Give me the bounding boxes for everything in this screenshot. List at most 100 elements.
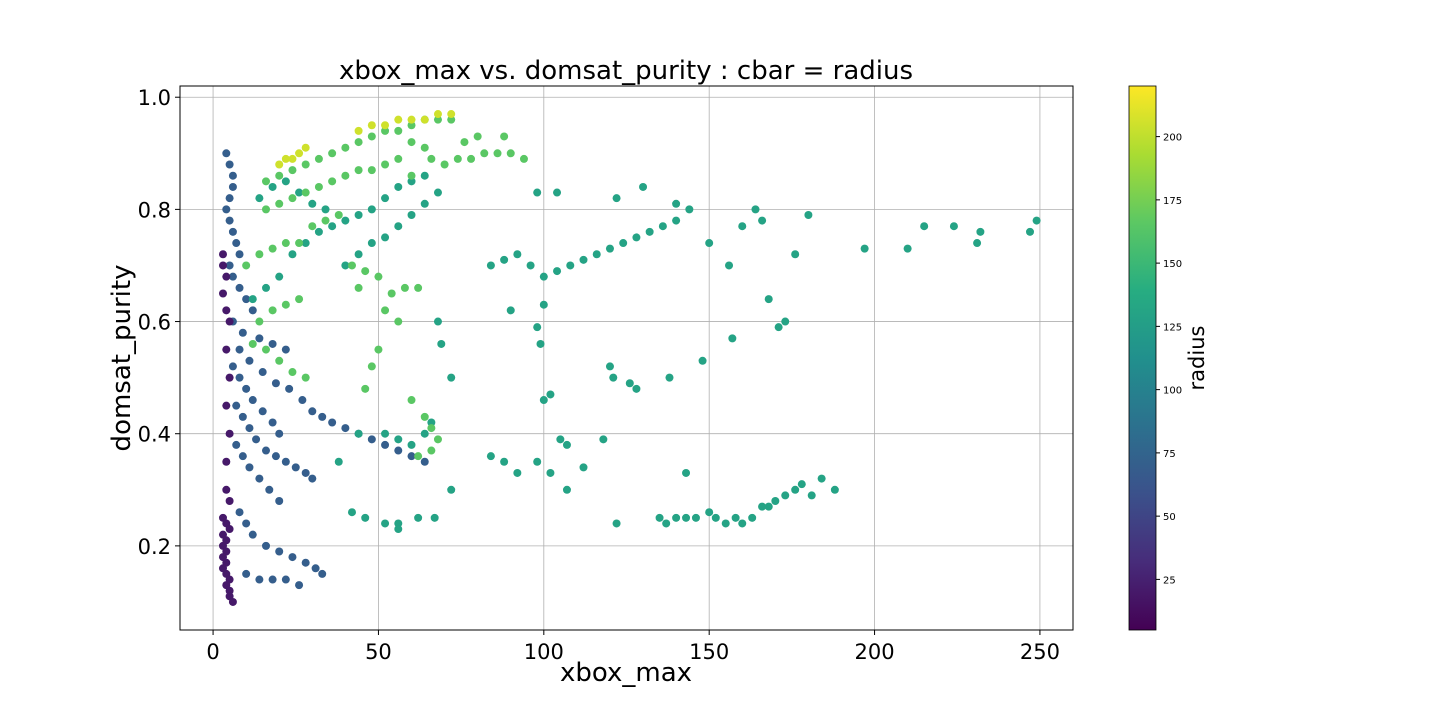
data-point (625, 379, 634, 388)
data-point (225, 194, 234, 203)
data-point (367, 435, 376, 444)
data-point (433, 110, 442, 119)
data-point (427, 446, 436, 455)
colorbar-tick-label: 175 (1163, 196, 1182, 207)
data-point (218, 261, 227, 270)
data-point (976, 227, 985, 236)
data-point (334, 210, 343, 219)
data-point (341, 216, 350, 225)
data-point (261, 205, 270, 214)
data-point (314, 154, 323, 163)
data-point (228, 227, 237, 236)
data-point (261, 541, 270, 550)
x-axis-ticks: 0 50 100 150 200 250 (206, 630, 1060, 664)
data-point (275, 356, 284, 365)
data-point (248, 306, 257, 315)
data-point (225, 586, 234, 595)
data-point (533, 457, 542, 466)
data-points (218, 110, 1041, 606)
data-point (619, 239, 628, 248)
data-point (275, 429, 284, 438)
data-point (374, 272, 383, 281)
data-point (672, 199, 681, 208)
data-point (288, 194, 297, 203)
data-point (242, 295, 251, 304)
data-point (248, 530, 257, 539)
data-point (430, 513, 439, 522)
data-point (381, 429, 390, 438)
data-point (238, 328, 247, 337)
data-point (658, 222, 667, 231)
data-point (281, 154, 290, 163)
data-point (797, 480, 806, 489)
colorbar-tick-label: 100 (1163, 386, 1182, 397)
data-point (698, 356, 707, 365)
data-point (486, 261, 495, 270)
data-point (394, 317, 403, 326)
data-point (394, 126, 403, 135)
data-point (562, 485, 571, 494)
data-point (281, 239, 290, 248)
data-point (791, 250, 800, 259)
data-point (258, 368, 267, 377)
data-point (341, 171, 350, 180)
data-point (407, 210, 416, 219)
data-point (662, 519, 671, 528)
data-point (235, 508, 244, 517)
data-point (394, 446, 403, 455)
data-point (973, 239, 982, 248)
data-point (308, 199, 317, 208)
data-point (394, 519, 403, 528)
data-point (255, 575, 264, 584)
data-point (281, 177, 290, 186)
y-tick-label: 0.2 (138, 535, 171, 559)
data-point (427, 154, 436, 163)
data-point (407, 440, 416, 449)
data-point (394, 435, 403, 444)
data-point (225, 525, 234, 534)
data-point (579, 255, 588, 264)
data-point (314, 227, 323, 236)
data-point (830, 485, 839, 494)
data-point (218, 250, 227, 259)
data-point (579, 463, 588, 472)
data-point (248, 339, 257, 348)
x-axis-label: xbox_max (560, 658, 692, 688)
data-point (420, 115, 429, 124)
data-point (225, 261, 234, 270)
colorbar-ticks: 25 50 75 100 125 150 175 200 (1156, 133, 1182, 586)
data-point (546, 468, 555, 477)
data-point (513, 250, 522, 259)
data-point (268, 244, 277, 253)
data-point (367, 132, 376, 141)
data-point (758, 502, 767, 511)
data-point (500, 255, 509, 264)
colorbar (1128, 85, 1157, 631)
data-point (222, 205, 231, 214)
data-point (420, 171, 429, 180)
data-point (288, 368, 297, 377)
data-point (407, 452, 416, 461)
data-point (728, 334, 737, 343)
data-point (764, 502, 773, 511)
data-point (354, 138, 363, 147)
data-point (308, 474, 317, 483)
data-point (556, 435, 565, 444)
data-point (751, 205, 760, 214)
data-point (255, 250, 264, 259)
data-point (354, 250, 363, 259)
data-point (228, 597, 237, 606)
data-point (225, 373, 234, 382)
data-point (321, 216, 330, 225)
data-point (328, 177, 337, 186)
data-point (705, 239, 714, 248)
data-point (318, 412, 327, 421)
data-point (748, 513, 757, 522)
data-point (347, 261, 356, 270)
data-point (682, 513, 691, 522)
data-point (261, 446, 270, 455)
data-point (781, 491, 790, 500)
data-point (539, 272, 548, 281)
data-point (672, 216, 681, 225)
data-point (381, 233, 390, 242)
